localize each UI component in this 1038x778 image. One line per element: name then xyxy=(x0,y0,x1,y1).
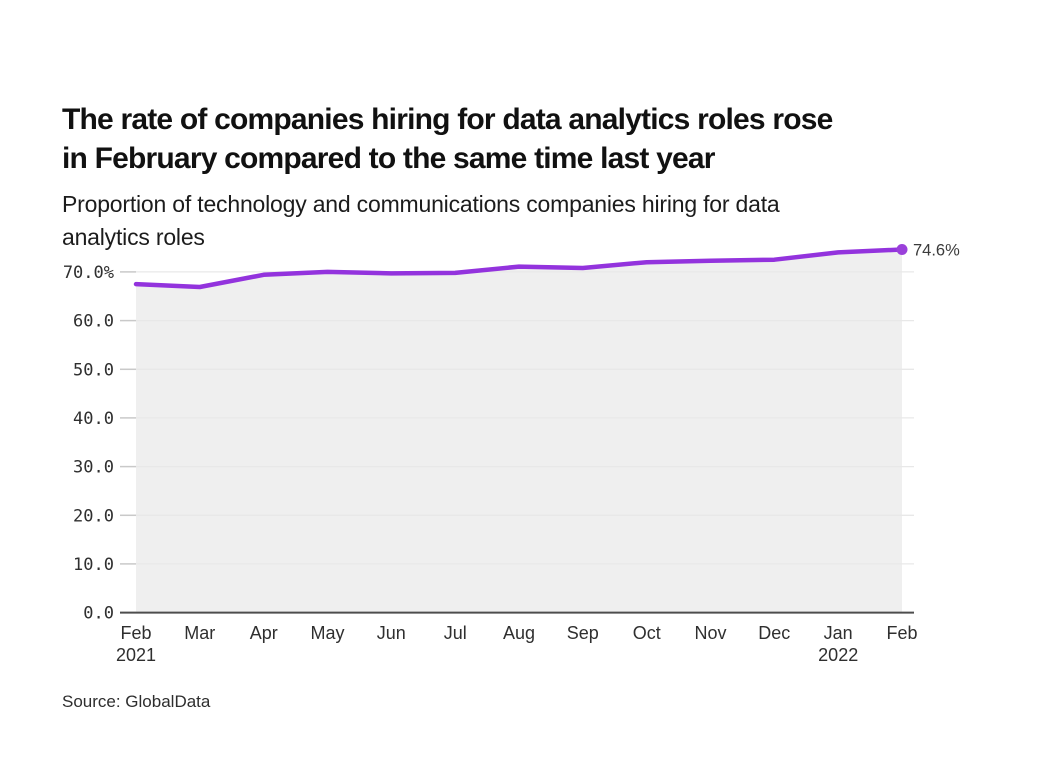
x-axis-label: Oct xyxy=(633,623,661,643)
trend-line xyxy=(133,247,905,290)
x-axis-label: Jan xyxy=(824,623,853,643)
y-axis-label: 70.0% xyxy=(63,263,114,283)
x-axis-label: Mar xyxy=(184,623,215,643)
end-value-label: 74.6% xyxy=(913,242,960,260)
area-fill xyxy=(136,249,902,612)
y-axis-label: 0.0 xyxy=(83,604,114,624)
page-title-line-2: in February compared to the same time la… xyxy=(62,142,715,176)
x-axis-year-label: 2021 xyxy=(116,645,156,665)
source-note: Source: GlobalData xyxy=(62,692,211,711)
y-axis-label: 40.0 xyxy=(73,409,114,429)
x-axis-year-label: 2022 xyxy=(818,645,858,665)
y-axis-label: 20.0 xyxy=(73,506,114,526)
y-axis-label: 10.0 xyxy=(73,555,114,575)
y-axis-label: 60.0 xyxy=(73,312,114,332)
x-axis-label: Jun xyxy=(377,623,406,643)
x-axis-label: May xyxy=(310,623,344,643)
x-axis-label: Nov xyxy=(694,623,726,643)
x-axis-label: Apr xyxy=(250,623,278,643)
x-axis-label: Sep xyxy=(567,623,599,643)
x-axis-label: Jul xyxy=(444,623,467,643)
page-title-line-1: The rate of companies hiring for data an… xyxy=(62,103,833,137)
chart-subtitle-line-1: Proportion of technology and communicati… xyxy=(62,191,780,217)
x-axis-label: Dec xyxy=(758,623,790,643)
x-axis-label: Feb xyxy=(120,623,151,643)
y-axis-label: 30.0 xyxy=(73,458,114,478)
end-point-dot xyxy=(896,244,908,255)
chart-subtitle-line-2: analytics roles xyxy=(62,224,205,250)
x-axis-label: Feb xyxy=(886,623,917,643)
y-axis-label: 50.0 xyxy=(73,360,114,380)
chart-subtitle: Proportion of technology and communicati… xyxy=(62,188,992,254)
page-title: The rate of companies hiring for data an… xyxy=(62,100,992,178)
x-axis-label: Aug xyxy=(503,623,535,643)
